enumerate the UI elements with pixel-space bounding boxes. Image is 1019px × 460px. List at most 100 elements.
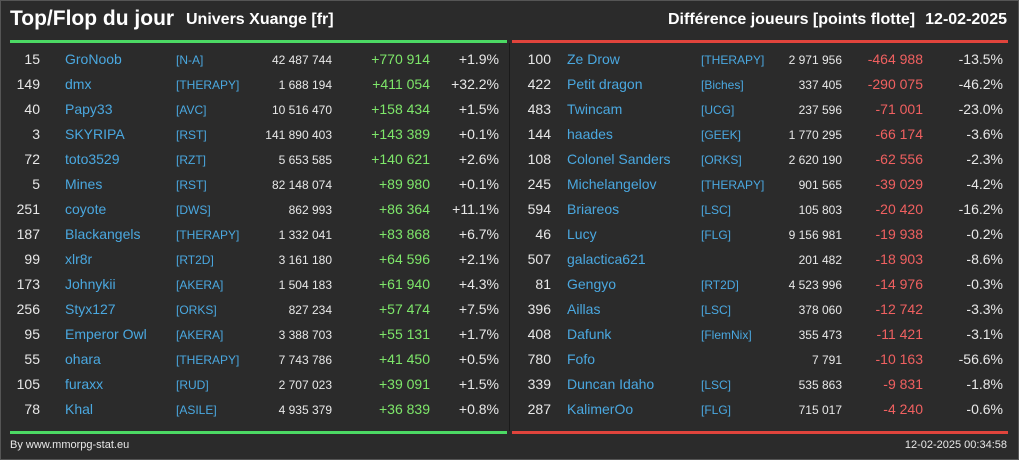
player-name-link[interactable]: Duncan Idaho xyxy=(567,376,655,392)
player-name-link[interactable]: KalimerOo xyxy=(567,401,634,417)
guild-tag-link[interactable]: [AKERA] xyxy=(176,328,224,342)
guild-tag-link[interactable]: [ASILE] xyxy=(176,403,217,417)
guild-tag-link[interactable]: [GEEK] xyxy=(701,128,742,142)
guild-tag-link[interactable]: [THERAPY] xyxy=(701,178,765,192)
player-name-link[interactable]: Fofo xyxy=(567,351,596,367)
guild-tag-link[interactable]: [THERAPY] xyxy=(176,228,240,242)
guild-tag-link[interactable]: [THERAPY] xyxy=(701,53,765,67)
guild-tag-link[interactable]: [Biches] xyxy=(701,78,744,92)
percent-cell: +1.5% xyxy=(458,101,499,117)
percent-cell: +1.5% xyxy=(458,376,499,392)
guild-tag-link[interactable]: [RZT] xyxy=(176,153,206,167)
percent-cell: -8.6% xyxy=(966,251,1003,267)
percent-cell: +11.1% xyxy=(452,201,499,217)
source-credit: By www.mmorpg-stat.eu xyxy=(10,439,130,451)
universe-label: Univers Xuange [fr] xyxy=(186,11,334,28)
player-name-link[interactable]: Khal xyxy=(65,401,94,417)
guild-tag-link[interactable]: [ORKS] xyxy=(701,153,742,167)
top-row: 3 SKYRIPA [RST] 141 890 403 +143 389 +0.1% xyxy=(0,122,509,147)
percent-cell: -56.6% xyxy=(958,351,1003,367)
player-name-link[interactable]: Ze Drow xyxy=(567,51,620,67)
rank-cell: 594 xyxy=(527,201,551,217)
flop-row: 483 Twincam [UCG] 237 596 -71 001 -23.0% xyxy=(511,97,1019,122)
guild-tag-link[interactable]: [UCG] xyxy=(701,103,735,117)
player-name-link[interactable]: Gengyo xyxy=(567,276,617,292)
guild-tag-link[interactable]: [FLG] xyxy=(701,403,732,417)
rank-cell: 149 xyxy=(16,76,40,92)
diff-cell: +140 621 xyxy=(371,151,430,167)
rank-cell: 5 xyxy=(32,176,40,192)
rank-cell: 81 xyxy=(535,276,551,292)
rank-cell: 187 xyxy=(16,226,40,242)
player-name-link[interactable]: coyote xyxy=(65,201,107,217)
diff-cell: -39 029 xyxy=(875,176,923,192)
diff-cell: +158 434 xyxy=(371,101,430,117)
score-cell: 9 156 981 xyxy=(788,228,842,242)
player-name-link[interactable]: Dafunk xyxy=(567,326,612,342)
diff-cell: +86 364 xyxy=(379,201,430,217)
percent-cell: -1.8% xyxy=(966,376,1003,392)
player-name-link[interactable]: Blackangels xyxy=(65,226,141,242)
player-name-link[interactable]: Michelangelov xyxy=(567,176,657,192)
rank-cell: 144 xyxy=(527,126,551,142)
percent-cell: +0.8% xyxy=(458,401,499,417)
score-cell: 1 332 041 xyxy=(278,228,332,242)
guild-tag-link[interactable]: [AKERA] xyxy=(176,278,224,292)
diff-cell: -12 742 xyxy=(875,301,923,317)
top-row: 15 GroNoob [N-A] 42 487 744 +770 914 +1.9% xyxy=(0,47,509,72)
rank-cell: 105 xyxy=(16,376,40,392)
guild-tag-link[interactable]: [DWS] xyxy=(176,203,211,217)
top-row: 105 furaxx [RUD] 2 707 023 +39 091 +1.5% xyxy=(0,372,509,397)
player-name-link[interactable]: GroNoob xyxy=(65,51,122,67)
player-name-link[interactable]: Mines xyxy=(65,176,103,192)
top-row: 78 Khal [ASILE] 4 935 379 +36 839 +0.8% xyxy=(0,397,509,422)
player-name-link[interactable]: xlr8r xyxy=(65,251,93,267)
score-cell: 2 620 190 xyxy=(788,153,842,167)
flop-row: 507 galactica621 201 482 -18 903 -8.6% xyxy=(511,247,1019,272)
guild-tag-link[interactable]: [FLG] xyxy=(701,228,732,242)
player-name-link[interactable]: Lucy xyxy=(567,226,597,242)
player-name-link[interactable]: Papy33 xyxy=(65,101,113,117)
top-row: 40 Papy33 [AVC] 10 516 470 +158 434 +1.5% xyxy=(0,97,509,122)
player-name-link[interactable]: Styx127 xyxy=(65,301,116,317)
score-cell: 4 935 379 xyxy=(278,403,332,417)
percent-cell: +4.3% xyxy=(458,276,499,292)
guild-tag-link[interactable]: [RST] xyxy=(176,128,207,142)
player-name-link[interactable]: Aillas xyxy=(567,301,601,317)
player-name-link[interactable]: Johnykii xyxy=(65,276,116,292)
player-name-link[interactable]: SKYRIPA xyxy=(65,126,125,142)
guild-tag-link[interactable]: [AVC] xyxy=(176,103,207,117)
score-cell: 7 743 786 xyxy=(278,353,332,367)
bottom-bar-red xyxy=(512,431,1008,434)
score-cell: 862 993 xyxy=(288,203,332,217)
player-name-link[interactable]: furaxx xyxy=(65,376,104,392)
player-name-link[interactable]: haades xyxy=(567,126,613,142)
player-name-link[interactable]: Briareos xyxy=(567,201,620,217)
guild-tag-link[interactable]: [RT2D] xyxy=(701,278,739,292)
percent-cell: -23.0% xyxy=(958,101,1003,117)
guild-tag-link[interactable]: [RST] xyxy=(176,178,207,192)
player-name-link[interactable]: Twincam xyxy=(567,101,623,117)
guild-tag-link[interactable]: [LSC] xyxy=(701,378,732,392)
diff-cell: +143 389 xyxy=(371,126,430,142)
top-row: 99 xlr8r [RT2D] 3 161 180 +64 596 +2.1% xyxy=(0,247,509,272)
player-name-link[interactable]: toto3529 xyxy=(65,151,120,167)
guild-tag-link[interactable]: [N-A] xyxy=(176,53,204,67)
player-name-link[interactable]: Emperor Owl xyxy=(65,326,147,342)
guild-tag-link[interactable]: [LSC] xyxy=(701,203,732,217)
guild-tag-link[interactable]: [LSC] xyxy=(701,303,732,317)
player-name-link[interactable]: dmx xyxy=(65,76,92,92)
player-name-link[interactable]: ohara xyxy=(65,351,101,367)
guild-tag-link[interactable]: [RT2D] xyxy=(176,253,214,267)
rank-cell: 483 xyxy=(527,101,551,117)
guild-tag-link[interactable]: [THERAPY] xyxy=(176,78,240,92)
score-cell: 1 688 194 xyxy=(278,78,332,92)
guild-tag-link[interactable]: [ORKS] xyxy=(176,303,217,317)
guild-tag-link[interactable]: [FlemNix] xyxy=(701,328,752,342)
player-name-link[interactable]: Petit dragon xyxy=(567,76,643,92)
player-name-link[interactable]: galactica621 xyxy=(567,251,646,267)
guild-tag-link[interactable]: [RUD] xyxy=(176,378,209,392)
diff-cell: -290 075 xyxy=(867,76,923,92)
guild-tag-link[interactable]: [THERAPY] xyxy=(176,353,240,367)
player-name-link[interactable]: Colonel Sanders xyxy=(567,151,671,167)
